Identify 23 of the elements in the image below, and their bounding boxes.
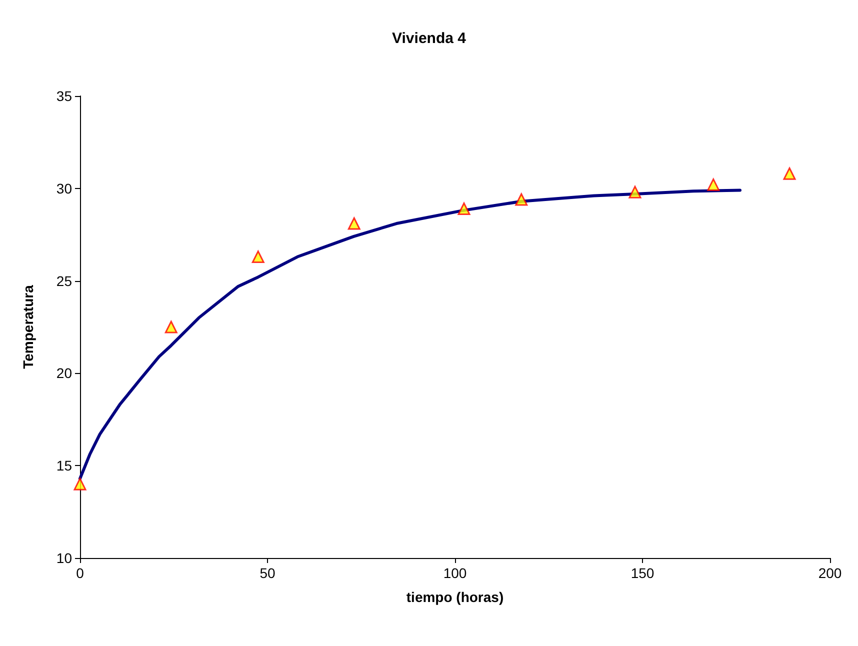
x-tick-label: 200 (818, 565, 842, 581)
x-tick-label: 150 (630, 565, 654, 581)
point (515, 193, 528, 206)
x-tick-label: 100 (443, 565, 467, 581)
x-tick-label: 50 (260, 565, 276, 581)
y-tick-label: 15 (56, 458, 72, 474)
point (348, 217, 360, 230)
y-tick-label: 35 (56, 88, 72, 104)
point (74, 478, 86, 490)
y-tick-label: 10 (56, 550, 72, 566)
chart-title: Vivienda 4 (392, 30, 467, 47)
x-axis-title: tiempo (horas) (406, 589, 504, 605)
point (783, 167, 796, 180)
y-axis-title: Temperatura (20, 284, 36, 369)
y-tick-label: 30 (56, 180, 72, 196)
y-tick-label: 25 (56, 272, 72, 289)
y-tick-label: 20 (56, 365, 72, 382)
point (707, 178, 720, 191)
point (164, 320, 178, 334)
point (458, 202, 470, 215)
point (252, 250, 264, 264)
point (628, 186, 642, 198)
x-tick-label: 0 (76, 565, 84, 581)
